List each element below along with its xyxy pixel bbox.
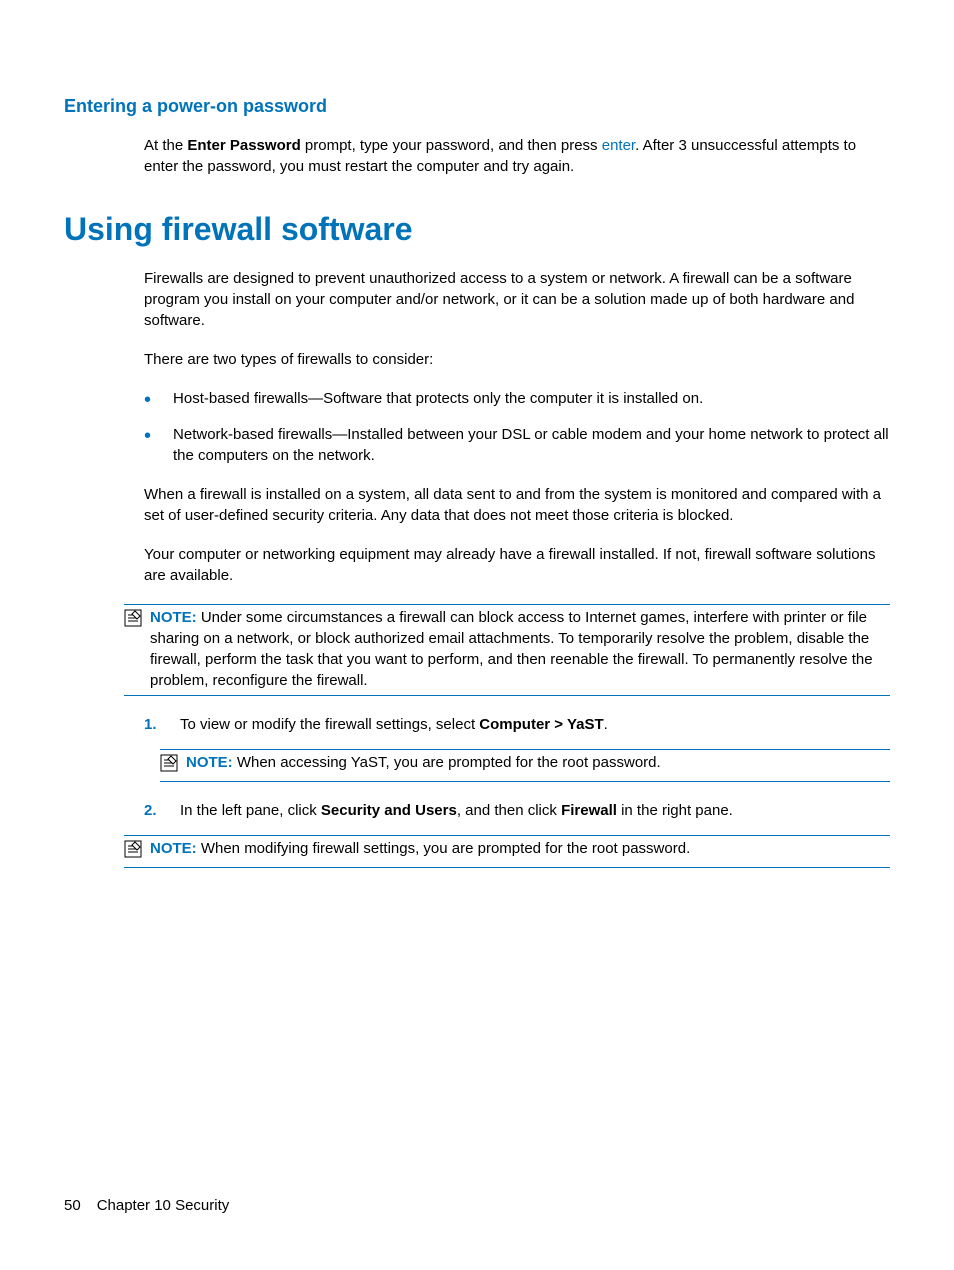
text: , and then click [457, 802, 561, 819]
text: prompt, type your password, and then pre… [301, 137, 602, 154]
page-content: Entering a power-on password At the Ente… [64, 96, 890, 868]
section-heading: Using firewall software [64, 211, 890, 248]
list-item: • Host-based firewalls—Software that pro… [144, 388, 890, 410]
note-text: NOTE: Under some circumstances a firewal… [150, 607, 890, 691]
numbered-list: 2. In the left pane, click Security and … [144, 800, 890, 821]
numbered-list: 1. To view or modify the firewall settin… [144, 714, 890, 735]
note-icon [124, 609, 144, 632]
list-item: 1. To view or modify the firewall settin… [144, 714, 890, 735]
bold-text: Security and Users [321, 802, 457, 819]
page-footer: 50 Chapter 10 Security [64, 1197, 229, 1214]
paragraph: There are two types of firewalls to cons… [144, 349, 890, 370]
note-text: NOTE: When modifying firewall settings, … [150, 838, 890, 859]
text: Under some circumstances a firewall can … [150, 609, 873, 689]
step-number: 1. [144, 714, 158, 735]
text: in the right pane. [617, 802, 733, 819]
list-text: Host-based firewalls—Software that prote… [173, 388, 703, 409]
step-text: In the left pane, click Security and Use… [180, 800, 733, 821]
paragraph: Firewalls are designed to prevent unauth… [144, 268, 890, 331]
note-icon [124, 840, 144, 863]
text: . [604, 716, 608, 733]
note-label: NOTE: [150, 840, 197, 857]
note-label: NOTE: [150, 609, 197, 626]
note-icon [160, 754, 180, 777]
note-callout: NOTE: When accessing YaST, you are promp… [160, 749, 890, 782]
list-text: Network-based firewalls—Installed betwee… [173, 424, 890, 466]
list-item: 2. In the left pane, click Security and … [144, 800, 890, 821]
note-callout: NOTE: Under some circumstances a firewal… [124, 604, 890, 696]
bullet-list: • Host-based firewalls—Software that pro… [144, 388, 890, 466]
list-item: • Network-based firewalls—Installed betw… [144, 424, 890, 466]
bullet-icon: • [144, 426, 151, 446]
paragraph: Your computer or networking equipment ma… [144, 544, 890, 586]
text: To view or modify the firewall settings,… [180, 716, 479, 733]
note-callout: NOTE: When modifying firewall settings, … [124, 835, 890, 868]
paragraph: At the Enter Password prompt, type your … [144, 135, 890, 177]
bold-text: Enter Password [187, 137, 300, 154]
text: When accessing YaST, you are prompted fo… [233, 754, 661, 771]
paragraph: When a firewall is installed on a system… [144, 484, 890, 526]
note-label: NOTE: [186, 754, 233, 771]
bold-text: Firewall [561, 802, 617, 819]
subsection-heading: Entering a power-on password [64, 96, 890, 117]
note-text: NOTE: When accessing YaST, you are promp… [186, 752, 890, 773]
text: In the left pane, click [180, 802, 321, 819]
text: At the [144, 137, 187, 154]
key-name: enter [602, 137, 635, 154]
bold-text: Computer > YaST [479, 716, 603, 733]
bullet-icon: • [144, 390, 151, 410]
page-number: 50 [64, 1197, 81, 1214]
chapter-label: Chapter 10 Security [97, 1197, 230, 1214]
step-text: To view or modify the firewall settings,… [180, 714, 608, 735]
text: When modifying firewall settings, you ar… [197, 840, 691, 857]
step-number: 2. [144, 800, 158, 821]
